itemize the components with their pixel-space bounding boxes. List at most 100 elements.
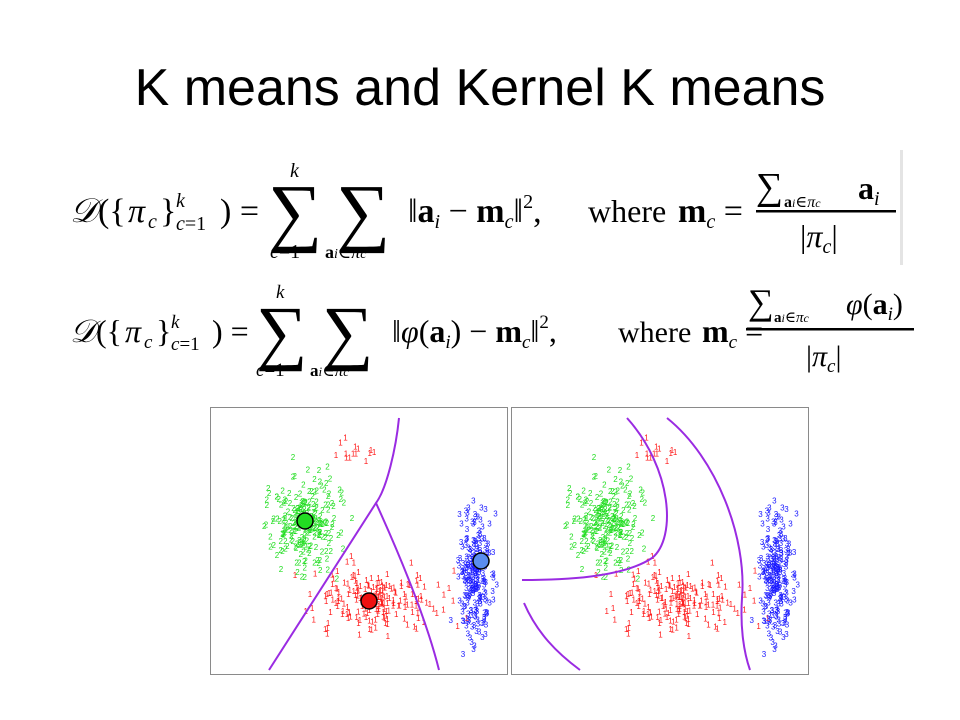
- cluster-point-label: 3: [473, 568, 478, 577]
- cluster-point-label: 2: [610, 518, 615, 527]
- cluster-point-label: 3: [774, 510, 779, 519]
- cluster-point-label: 1: [381, 608, 386, 617]
- cluster-point-label: 3: [783, 613, 788, 622]
- cluster-point-label: 2: [612, 500, 617, 509]
- cluster-point-label: 2: [318, 528, 323, 537]
- cluster-point-label: 1: [358, 594, 363, 603]
- cluster-point-label: 2: [271, 515, 276, 524]
- cluster-point-label: 3: [772, 586, 777, 595]
- cluster-point-label: 2: [584, 528, 589, 537]
- svg-text:c=1: c=1: [256, 360, 285, 381]
- cluster-point-label: 3: [481, 618, 486, 627]
- cluster-point-label: 2: [303, 498, 308, 507]
- cluster-point-label: 2: [600, 499, 605, 508]
- cluster-point-label: 2: [618, 466, 623, 475]
- cluster-point-label: 1: [665, 457, 670, 466]
- cluster-point-label: 1: [748, 584, 753, 593]
- cluster-point-label: 3: [475, 616, 480, 625]
- cluster-point-label: 2: [609, 526, 614, 535]
- cluster-point-label: 2: [627, 505, 632, 514]
- cluster-point-label: 3: [760, 538, 765, 547]
- svg-text:k: k: [276, 282, 285, 303]
- cluster-point-label: 3: [765, 535, 770, 544]
- cluster-point-label: 1: [380, 598, 385, 607]
- cluster-point-label: 2: [585, 519, 590, 528]
- cluster-point-label: 1: [382, 592, 387, 601]
- svg-text:∑: ∑: [268, 170, 322, 254]
- cluster-point-label: 3: [470, 582, 475, 591]
- cluster-point-label: 3: [792, 548, 797, 557]
- cluster-point-label: 2: [625, 517, 630, 526]
- cluster-point-label: 2: [323, 533, 328, 542]
- cluster-point-label: 1: [367, 617, 372, 626]
- cluster-point-label: 3: [463, 592, 468, 601]
- cluster-point-label: 1: [362, 610, 367, 619]
- cluster-point-label: 3: [460, 566, 465, 575]
- cluster-point-label: 2: [587, 523, 592, 532]
- cluster-point-label: 1: [356, 619, 361, 628]
- cluster-point-label: 2: [311, 500, 316, 509]
- cluster-point-label: 1: [659, 582, 664, 591]
- cluster-point-label: 3: [477, 628, 482, 637]
- cluster-point-label: 3: [765, 541, 770, 550]
- cluster-point-label: 1: [654, 577, 659, 586]
- cluster-point-label: 3: [783, 587, 788, 596]
- cluster-point-label: 2: [569, 532, 574, 541]
- cluster-point-label: 3: [482, 578, 487, 587]
- cluster-point-label: 3: [470, 562, 475, 571]
- cluster-point-label: 3: [768, 573, 773, 582]
- cluster-point-label: 1: [353, 443, 358, 452]
- cluster-point-label: 1: [325, 629, 330, 638]
- cluster-point-label: 2: [318, 512, 323, 521]
- cluster-point-label: 1: [380, 600, 385, 609]
- cluster-point-label: 1: [380, 594, 385, 603]
- cluster-point-label: 2: [599, 489, 604, 498]
- cluster-point-label: 3: [480, 619, 485, 628]
- cluster-point-label: 3: [471, 520, 476, 529]
- cluster-point-label: 3: [461, 572, 466, 581]
- cluster-point-label: 3: [457, 562, 462, 571]
- cluster-point-label: 2: [314, 498, 319, 507]
- cluster-point-label: 3: [767, 561, 772, 570]
- cluster-point-label: 1: [679, 586, 684, 595]
- cluster-point-label: 1: [649, 586, 654, 595]
- cluster-point-label: 2: [598, 538, 603, 547]
- cluster-point-label: 3: [776, 607, 781, 616]
- cluster-point-label: 3: [778, 556, 783, 565]
- cluster-point-label: 1: [657, 445, 662, 454]
- cluster-point-label: 3: [465, 574, 470, 583]
- cluster-point-label: 2: [604, 563, 609, 572]
- cluster-point-label: 3: [466, 561, 471, 570]
- cluster-point-label: 2: [279, 537, 284, 546]
- cluster-point-label: 3: [479, 504, 484, 513]
- cluster-point-label: 2: [602, 508, 607, 517]
- cluster-point-label: 3: [468, 561, 473, 570]
- kernel-kmeans-plot-svg: 2222222222222222222222222222222222222222…: [521, 417, 801, 671]
- cluster-point-label: 3: [473, 611, 478, 620]
- cluster-point-label: 1: [378, 586, 383, 595]
- cluster-point-label: 3: [788, 520, 793, 529]
- cluster-point-label: 2: [282, 498, 287, 507]
- cluster-point-label: 1: [382, 614, 387, 623]
- cluster-point-label: 3: [476, 573, 481, 582]
- cluster-point-label: 1: [676, 585, 681, 594]
- cluster-point-label: 1: [674, 616, 679, 625]
- cluster-point-label: 2: [614, 509, 619, 518]
- cluster-point-label: 2: [614, 516, 619, 525]
- cluster-point-label: 2: [578, 495, 583, 504]
- cluster-point-label: 1: [668, 606, 673, 615]
- cluster-point-label: 2: [325, 555, 330, 564]
- cluster-point-label: 2: [297, 524, 302, 533]
- cluster-point-label: 2: [602, 500, 607, 509]
- cluster-point-label: 3: [767, 503, 772, 512]
- cluster-point-label: 2: [595, 558, 600, 567]
- cluster-point-label: 2: [330, 499, 335, 508]
- cluster-point-label: 3: [765, 569, 770, 578]
- cluster-point-label: 3: [471, 575, 476, 584]
- cluster-point-label: 3: [468, 549, 473, 558]
- cluster-point-label: 1: [325, 590, 330, 599]
- svg-text:‖ai − mc‖2,: ‖ai − mc‖2,: [408, 191, 542, 233]
- cluster-point-label: 3: [774, 580, 779, 589]
- cluster-point-label: 3: [773, 621, 778, 630]
